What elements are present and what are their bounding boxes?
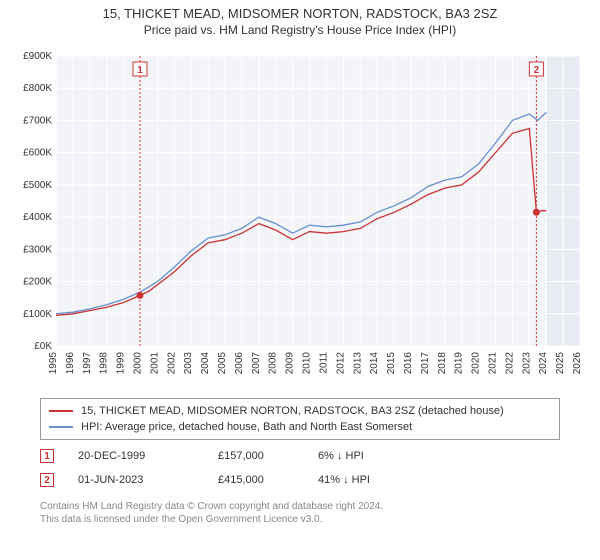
svg-text:2: 2 (534, 65, 540, 76)
svg-text:2020: 2020 (471, 352, 482, 375)
svg-text:1998: 1998 (99, 352, 110, 375)
svg-text:2014: 2014 (369, 352, 380, 375)
svg-text:2012: 2012 (335, 352, 346, 375)
legend-swatch (49, 426, 73, 428)
svg-text:£0K: £0K (34, 341, 52, 352)
svg-text:2016: 2016 (403, 352, 414, 375)
sale-date: 01-JUN-2023 (78, 474, 218, 486)
svg-text:£600K: £600K (23, 148, 52, 159)
svg-text:2005: 2005 (217, 352, 228, 375)
svg-text:£800K: £800K (23, 83, 52, 94)
svg-text:£700K: £700K (23, 115, 52, 126)
legend: 15, THICKET MEAD, MIDSOMER NORTON, RADST… (40, 398, 560, 440)
svg-text:2017: 2017 (420, 352, 431, 375)
sale-price: £415,000 (218, 474, 318, 486)
svg-text:2010: 2010 (302, 352, 313, 375)
chart-area: £0K £100K £200K £300K £400K £500K £600K £700K £8… (12, 50, 588, 390)
footer-attribution: Contains HM Land Registry data © Crown c… (40, 500, 383, 526)
legend-row: HPI: Average price, detached house, Bath… (49, 419, 551, 435)
line-chart-svg: £0K £100K £200K £300K £400K £500K £600K £700K £8… (12, 50, 588, 390)
svg-text:£400K: £400K (23, 212, 52, 223)
legend-row: 15, THICKET MEAD, MIDSOMER NORTON, RADST… (49, 403, 551, 419)
svg-text:1996: 1996 (65, 352, 76, 375)
svg-text:£100K: £100K (23, 309, 52, 320)
svg-text:2013: 2013 (352, 352, 363, 375)
chart-title-block: 15, THICKET MEAD, MIDSOMER NORTON, RADST… (0, 0, 600, 37)
sale-date: 20-DEC-1999 (78, 450, 218, 462)
chart-title: 15, THICKET MEAD, MIDSOMER NORTON, RADST… (0, 6, 600, 21)
svg-text:2004: 2004 (200, 352, 211, 375)
svg-text:1999: 1999 (116, 352, 127, 375)
sales-row: 1 20-DEC-1999 £157,000 6% ↓ HPI (40, 444, 378, 468)
svg-text:2002: 2002 (166, 352, 177, 375)
svg-text:2008: 2008 (268, 352, 279, 375)
svg-text:2025: 2025 (555, 352, 566, 375)
sale-pct: 6% ↓ HPI (318, 450, 378, 462)
svg-text:£300K: £300K (23, 244, 52, 255)
svg-text:2000: 2000 (133, 352, 144, 375)
svg-text:1997: 1997 (82, 352, 93, 375)
chart-subtitle: Price paid vs. HM Land Registry's House … (0, 23, 600, 37)
svg-text:2019: 2019 (454, 352, 465, 375)
svg-text:2009: 2009 (285, 352, 296, 375)
svg-text:2006: 2006 (234, 352, 245, 375)
svg-text:£900K: £900K (23, 51, 52, 62)
svg-text:1: 1 (137, 65, 143, 76)
svg-text:2011: 2011 (318, 352, 329, 374)
svg-text:2003: 2003 (183, 352, 194, 375)
svg-text:2001: 2001 (149, 352, 160, 375)
legend-label: 15, THICKET MEAD, MIDSOMER NORTON, RADST… (81, 405, 504, 417)
sales-row: 2 01-JUN-2023 £415,000 41% ↓ HPI (40, 468, 378, 492)
svg-text:2026: 2026 (572, 352, 583, 375)
svg-text:2018: 2018 (437, 352, 448, 375)
legend-label: HPI: Average price, detached house, Bath… (81, 421, 412, 433)
svg-text:2021: 2021 (487, 352, 498, 375)
svg-text:2024: 2024 (538, 352, 549, 375)
svg-text:2023: 2023 (521, 352, 532, 375)
sale-marker-icon: 2 (40, 473, 54, 487)
svg-text:£500K: £500K (23, 180, 52, 191)
sale-marker-icon: 1 (40, 449, 54, 463)
svg-text:2007: 2007 (251, 352, 262, 375)
svg-text:2015: 2015 (386, 352, 397, 375)
sale-pct: 41% ↓ HPI (318, 474, 378, 486)
sales-table: 1 20-DEC-1999 £157,000 6% ↓ HPI 2 01-JUN… (40, 444, 378, 492)
svg-text:1995: 1995 (48, 352, 59, 375)
sale-price: £157,000 (218, 450, 318, 462)
svg-text:2022: 2022 (504, 352, 515, 375)
svg-text:£200K: £200K (23, 277, 52, 288)
legend-swatch (49, 410, 73, 412)
